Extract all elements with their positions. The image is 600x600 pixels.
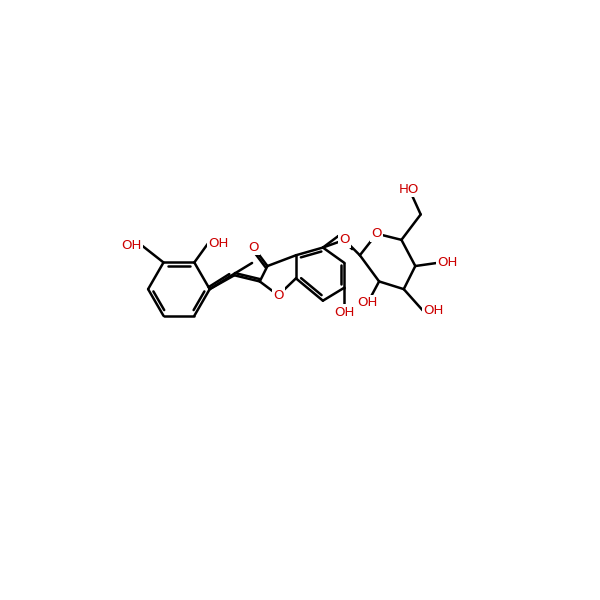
Text: O: O	[371, 227, 382, 240]
Text: OH: OH	[423, 304, 443, 317]
Text: O: O	[248, 241, 259, 254]
Text: OH: OH	[437, 256, 457, 269]
Text: OH: OH	[122, 239, 142, 252]
Text: HO: HO	[399, 182, 419, 196]
Text: OH: OH	[208, 237, 229, 250]
Text: O: O	[339, 233, 350, 247]
Text: OH: OH	[358, 296, 378, 310]
Text: O: O	[273, 289, 283, 302]
Text: OH: OH	[334, 306, 355, 319]
